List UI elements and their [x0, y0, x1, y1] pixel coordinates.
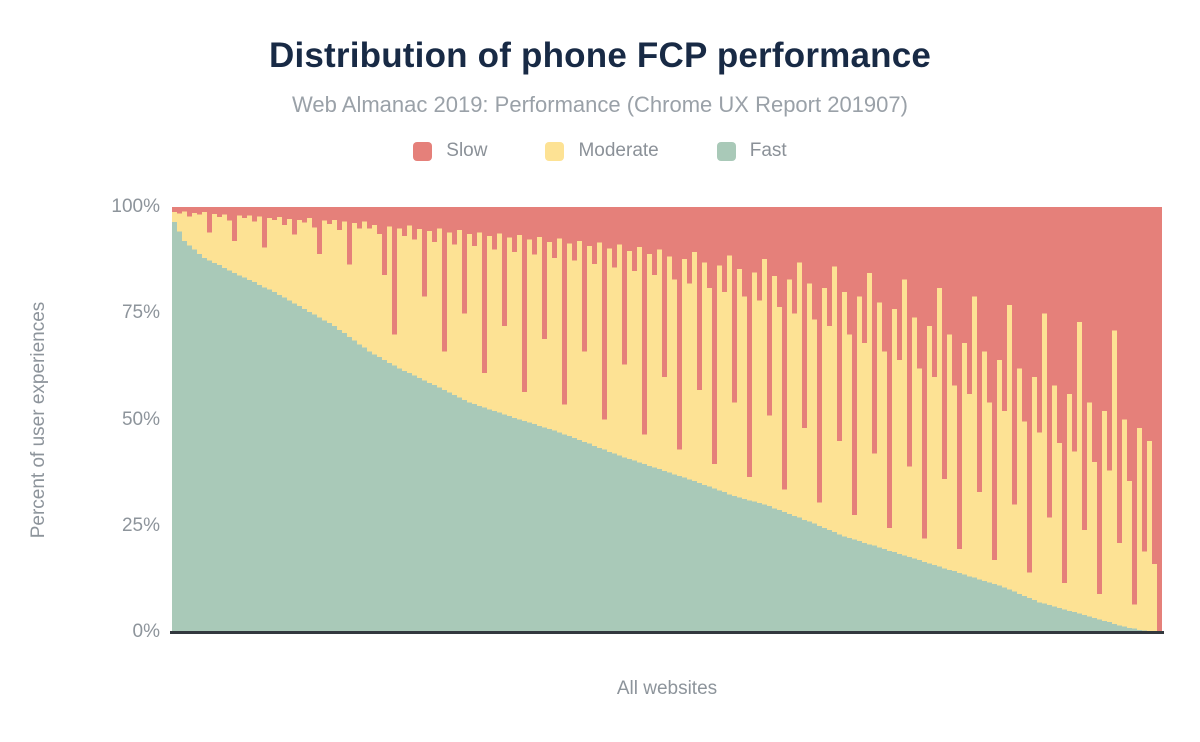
- y-tick-label-75: 75%: [121, 302, 160, 323]
- x-axis-label: All websites: [616, 678, 718, 699]
- legend-label-slow: Slow: [446, 140, 488, 161]
- y-tick-label-0: 0%: [132, 621, 160, 642]
- chart-subtitle: Web Almanac 2019: Performance (Chrome UX…: [292, 92, 908, 117]
- legend-swatch-fast: [716, 141, 736, 161]
- plot-area: [172, 207, 1162, 632]
- y-tick-label-50: 50%: [121, 409, 160, 430]
- legend-label-moderate: Moderate: [578, 140, 659, 161]
- legend-label-fast: Fast: [749, 140, 787, 161]
- legend-item-slow: Slow: [413, 140, 487, 162]
- stacked-bars-svg: [172, 207, 1162, 632]
- legend-item-fast: Fast: [716, 140, 787, 162]
- legend-swatch-moderate: [545, 141, 565, 161]
- legend: Slow Moderate Fast: [0, 140, 1200, 162]
- legend-item-moderate: Moderate: [545, 140, 659, 162]
- y-tick-label-100: 100%: [111, 196, 160, 217]
- chart-title: Distribution of phone FCP performance: [268, 36, 932, 75]
- legend-swatch-slow: [413, 141, 433, 161]
- x-axis-line: [170, 631, 1164, 634]
- y-tick-label-25: 25%: [121, 515, 160, 536]
